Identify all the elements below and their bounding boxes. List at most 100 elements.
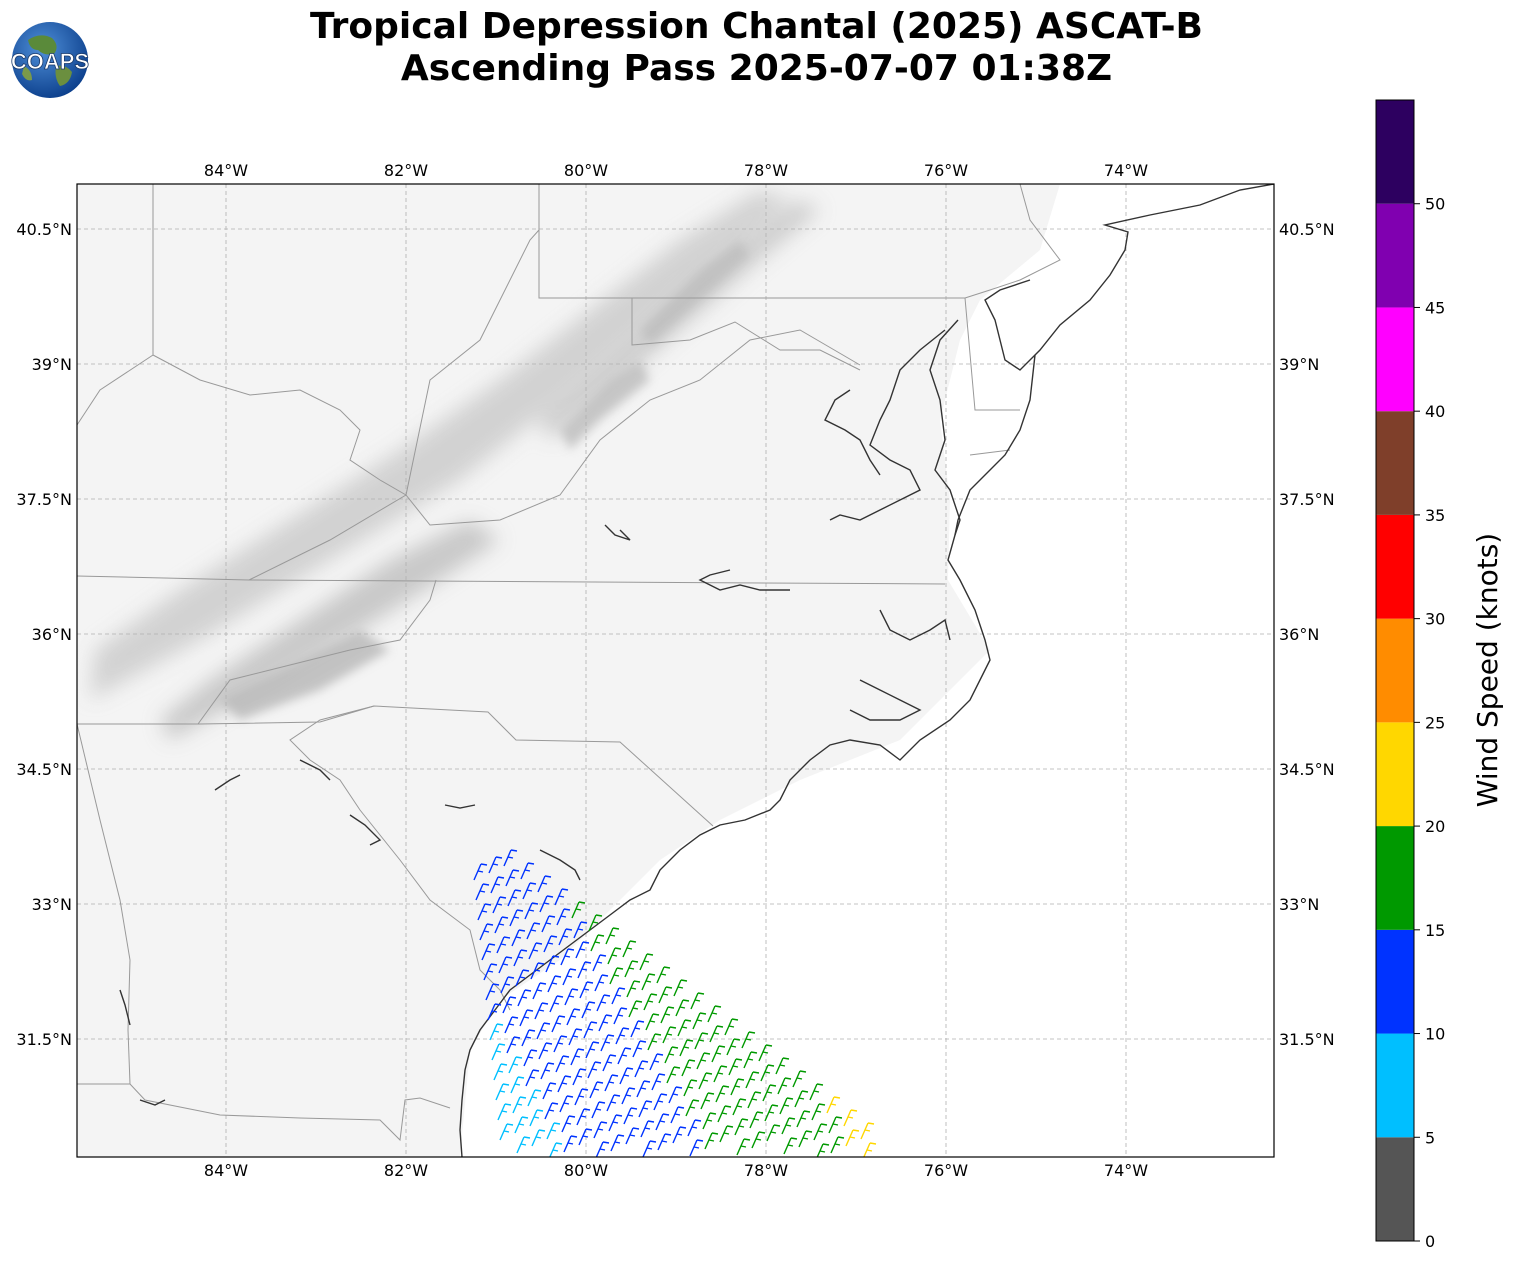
- wind-barb: [636, 1080, 651, 1098]
- wind-barb: [617, 1047, 632, 1065]
- wind-barb: [628, 1000, 643, 1018]
- lon-label: 76°W: [924, 161, 968, 180]
- wind-barb: [481, 943, 496, 961]
- lat-label: 33°N: [1279, 895, 1319, 914]
- wind-barb: [589, 1081, 604, 1099]
- wind-barb: [730, 1078, 745, 1096]
- wind-barb: [640, 1120, 655, 1138]
- wind-barb: [546, 1122, 561, 1140]
- wind-barb: [514, 1116, 529, 1134]
- wind-barb: [593, 1121, 608, 1139]
- wind-barb: [540, 1062, 555, 1080]
- colorbar-bin: [1376, 203, 1414, 308]
- wind-barb: [673, 979, 688, 997]
- wind-barb: [764, 1104, 779, 1122]
- wind-barb: [621, 1087, 636, 1105]
- wind-barb: [555, 1055, 570, 1073]
- wind-barb: [500, 976, 515, 994]
- wind-barb: [513, 949, 528, 967]
- lon-label: 80°W: [564, 1161, 608, 1180]
- wind-barb: [625, 1127, 640, 1145]
- colorbar-bin: [1376, 1033, 1414, 1138]
- colorbar-tick-label: 40: [1425, 402, 1445, 421]
- wind-barb: [724, 1018, 739, 1036]
- wind-barb: [624, 960, 639, 978]
- wind-barb: [668, 1086, 683, 1104]
- colorbar-tick-label: 45: [1425, 298, 1445, 317]
- wind-barb: [562, 968, 577, 986]
- wind-barb: [651, 1073, 666, 1091]
- lat-label: 39°N: [1279, 355, 1319, 374]
- wind-barb: [578, 1128, 593, 1146]
- wind-barb: [596, 994, 611, 1012]
- colorbar-tick-label: 25: [1425, 713, 1445, 732]
- lon-label: 80°W: [564, 161, 608, 180]
- wind-barb: [534, 1002, 549, 1020]
- wind-barb: [598, 1014, 613, 1032]
- lon-label: 84°W: [204, 161, 248, 180]
- colorbar-tick-label: 10: [1425, 1025, 1445, 1044]
- lon-label: 74°W: [1104, 1161, 1148, 1180]
- wind-barb: [525, 1069, 540, 1087]
- wind-barb: [649, 1053, 664, 1071]
- colorbar-bin: [1376, 411, 1414, 515]
- wind-barb: [504, 1016, 519, 1034]
- wind-barb: [657, 1133, 672, 1151]
- wind-barb: [679, 1039, 694, 1057]
- wind-barb: [590, 934, 605, 952]
- wind-barb: [545, 955, 560, 973]
- wind-barb: [613, 1007, 628, 1025]
- wind-barb: [517, 989, 532, 1007]
- lat-label: 36°N: [1279, 625, 1319, 644]
- wind-barb: [549, 995, 564, 1013]
- wind-barb: [813, 1123, 828, 1141]
- wind-barb: [672, 1126, 687, 1144]
- wind-barb: [775, 1057, 790, 1075]
- wind-barb: [749, 1111, 764, 1129]
- lat-label: 33°N: [32, 895, 72, 914]
- lon-label: 74°W: [1104, 161, 1148, 180]
- wind-barb: [656, 966, 671, 984]
- lat-label: 34.5°N: [16, 760, 72, 779]
- colorbar-bin: [1376, 722, 1414, 827]
- wind-barb: [692, 1012, 707, 1030]
- lat-label: 37.5°N: [1279, 490, 1335, 509]
- wind-barb: [564, 988, 579, 1006]
- wind-barb: [779, 1097, 794, 1115]
- wind-barb: [531, 1129, 546, 1147]
- wind-barb: [694, 1032, 709, 1050]
- wind-barb: [660, 1006, 675, 1024]
- lon-label: 82°W: [384, 1161, 428, 1180]
- colorbar-bin: [1376, 100, 1414, 204]
- wind-barb: [575, 941, 590, 959]
- wind-barb: [510, 1076, 525, 1094]
- wind-barb: [622, 940, 637, 958]
- wind-barb: [493, 1063, 508, 1081]
- wind-barb: [554, 888, 569, 906]
- lat-label: 40.5°N: [16, 220, 72, 239]
- logo-text: COAPS: [11, 49, 89, 74]
- wind-barb: [477, 903, 492, 921]
- wind-barb: [704, 1132, 719, 1150]
- wind-barb: [638, 1100, 653, 1118]
- wind-barb: [783, 1137, 798, 1155]
- wind-barb: [487, 1003, 502, 1021]
- wind-barb: [696, 1052, 711, 1070]
- wind-barb: [488, 856, 503, 874]
- wind-barb: [745, 1071, 760, 1089]
- wind-barb: [576, 1108, 591, 1126]
- wind-barb: [520, 862, 535, 880]
- wind-barb: [507, 889, 522, 907]
- wind-barb: [689, 1139, 704, 1157]
- wind-barb: [634, 1060, 649, 1078]
- wind-barb: [845, 1129, 860, 1147]
- wind-barb: [690, 992, 705, 1010]
- lat-label: 39°N: [32, 355, 72, 374]
- wind-barb: [522, 882, 537, 900]
- wind-barb: [760, 1064, 775, 1082]
- colorbar-bin: [1376, 929, 1414, 1034]
- wind-barb: [607, 947, 622, 965]
- wind-barb: [512, 1096, 527, 1114]
- wind-barb: [511, 929, 526, 947]
- wind-barb: [591, 1101, 606, 1119]
